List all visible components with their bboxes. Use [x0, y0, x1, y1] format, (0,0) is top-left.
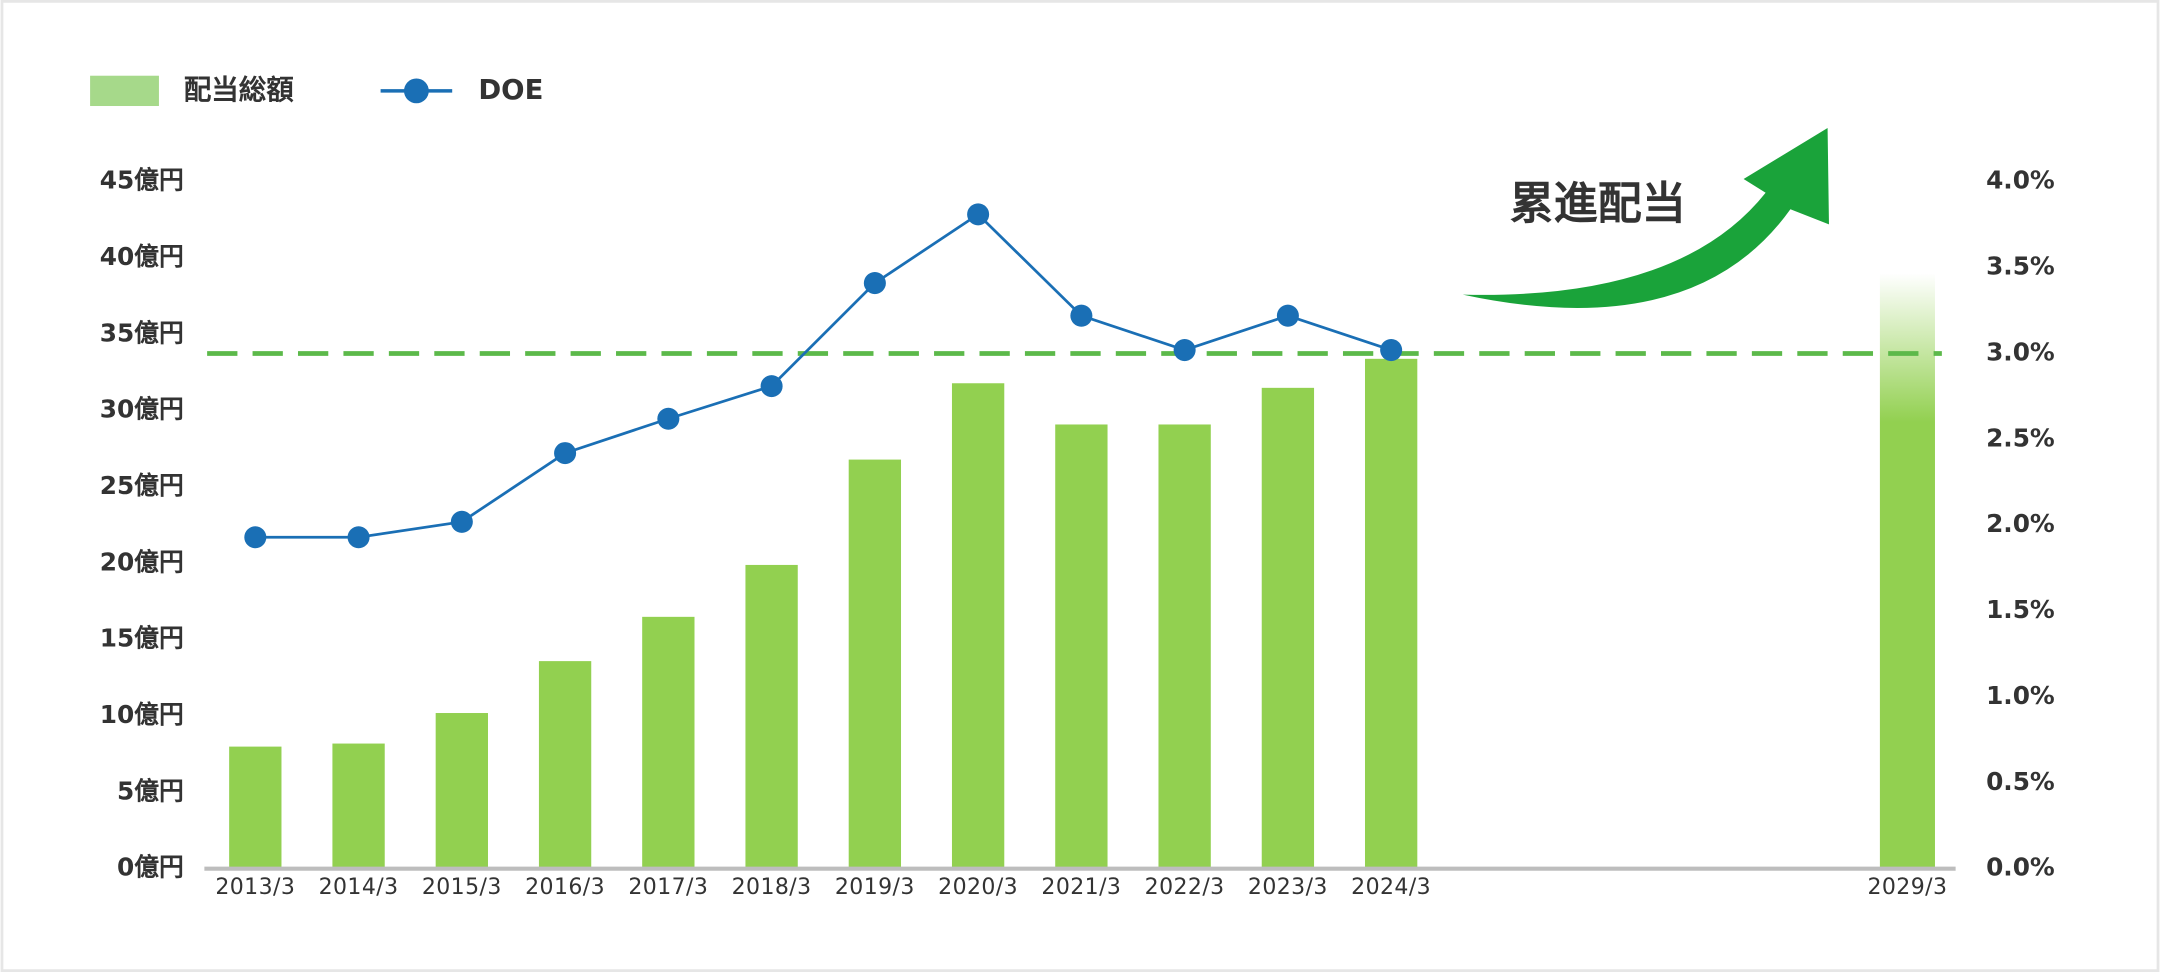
y2-tick-label: 2.5% — [1986, 423, 2055, 452]
line-marker — [244, 526, 267, 549]
legend-swatch — [90, 75, 159, 107]
y2-tick-label: 1.0% — [1986, 681, 2055, 710]
y-tick-label: 0億円 — [117, 853, 184, 882]
y-tick-label: 15億円 — [100, 624, 184, 653]
y-tick-label: 45億円 — [100, 166, 184, 195]
line-marker — [554, 442, 577, 465]
x-tick-label: 2017/3 — [628, 875, 708, 900]
line-marker — [863, 272, 886, 295]
y2-tick-label: 1.5% — [1986, 595, 2055, 624]
x-tick-label: 2014/3 — [319, 875, 399, 900]
y-tick-label: 30億円 — [100, 395, 184, 424]
legend-marker — [404, 78, 429, 104]
line-marker — [657, 407, 680, 430]
line — [255, 212, 1392, 539]
x-tick-label: 2029/3 — [1867, 875, 1947, 900]
bar — [435, 713, 488, 869]
x-tick-label: 2021/3 — [1041, 875, 1121, 900]
bar — [1158, 424, 1211, 869]
x-tick-label: 2019/3 — [835, 875, 915, 900]
line-marker — [347, 526, 370, 549]
bar — [1055, 424, 1108, 869]
line-marker — [1173, 339, 1196, 362]
y2-tick-label: 2.0% — [1986, 509, 2055, 538]
legend-label: 配当総額 — [184, 74, 295, 106]
line-marker — [1276, 304, 1299, 327]
x-tick-label: 2015/3 — [422, 875, 502, 900]
growth-arrow — [1462, 128, 1829, 308]
x-tick-label: 2024/3 — [1351, 875, 1431, 900]
x-tick-label: 2020/3 — [938, 875, 1018, 900]
y-tick-label: 25億円 — [100, 471, 184, 500]
y2-tick-label: 4.0% — [1986, 166, 2055, 195]
y-tick-label: 40億円 — [100, 242, 184, 271]
y-tick-label: 35億円 — [100, 318, 184, 347]
y-tick-label: 20億円 — [100, 547, 184, 576]
bar — [642, 616, 695, 869]
bar — [848, 459, 902, 869]
y2-tick-label: 3.0% — [1986, 337, 2055, 366]
y-tick-label: 5億円 — [117, 776, 184, 805]
y-tick-label: 10億円 — [100, 700, 184, 729]
line-marker — [760, 375, 783, 398]
bar — [1879, 273, 1935, 869]
x-tick-label: 2016/3 — [525, 875, 605, 900]
x-tick-label: 2018/3 — [732, 875, 812, 900]
y2-tick-label: 0.5% — [1986, 767, 2055, 796]
x-tick-label: 2023/3 — [1248, 875, 1328, 900]
x-tick-label: 2013/3 — [215, 875, 295, 900]
line-marker — [967, 203, 990, 226]
line-marker — [1070, 304, 1093, 327]
x-tick-label: 2022/3 — [1145, 875, 1225, 900]
line-marker — [450, 510, 473, 533]
y2-tick-label: 0.0% — [1986, 853, 2055, 882]
line-marker — [1380, 339, 1403, 362]
y2-tick-label: 3.5% — [1986, 252, 2055, 281]
bar — [1364, 358, 1418, 869]
bar — [332, 743, 385, 869]
bar — [951, 383, 1005, 869]
bar — [229, 746, 282, 869]
bar — [1261, 387, 1315, 869]
legend-label: DOE — [478, 74, 543, 106]
bar — [745, 564, 798, 869]
bar — [538, 661, 592, 869]
annotation: 累進配当 — [1510, 179, 1686, 230]
